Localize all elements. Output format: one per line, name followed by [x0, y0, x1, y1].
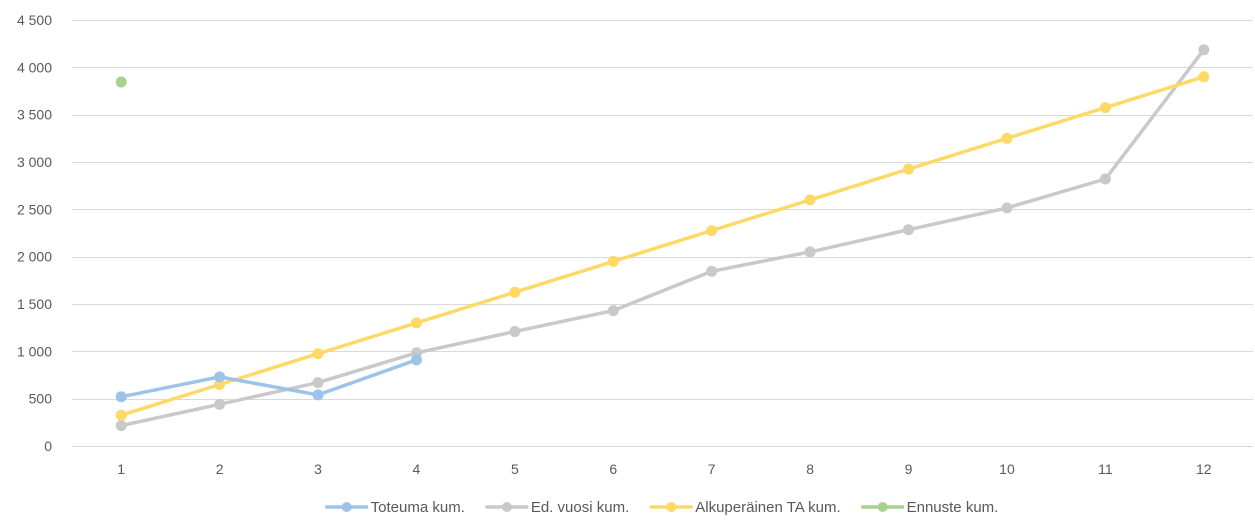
data-point — [707, 226, 717, 236]
series-3 — [116, 77, 126, 87]
data-point — [116, 392, 126, 402]
data-point — [1100, 174, 1110, 184]
legend-item: Ennuste kum. — [863, 499, 999, 516]
x-tick-label: 1 — [117, 461, 125, 477]
x-tick-label: 12 — [1196, 461, 1212, 477]
x-tick-label: 6 — [609, 461, 617, 477]
y-axis-tick-labels: 0 500 1 000 1 500 2 000 2 500 3 000 3 500 4 000 4… — [17, 12, 52, 454]
x-tick-label: 5 — [511, 461, 519, 477]
legend-item: Ed. vuosi kum. — [487, 499, 629, 516]
y-tick-label: 500 — [29, 391, 53, 407]
legend: Toteuma kum. Ed. vuosi kum. Alkuperäinen T… — [327, 499, 999, 516]
data-point — [313, 378, 323, 388]
data-point — [116, 410, 126, 420]
data-point — [412, 318, 422, 328]
legend-swatch-marker — [502, 502, 512, 512]
x-tick-label: 10 — [999, 461, 1015, 477]
legend-label: Ennuste kum. — [907, 499, 999, 516]
data-point — [1100, 103, 1110, 113]
data-point — [805, 195, 815, 205]
data-point — [510, 287, 520, 297]
legend-label: Alkuperäinen TA kum. — [695, 499, 840, 516]
data-point — [707, 266, 717, 276]
data-point — [608, 306, 618, 316]
data-point — [608, 256, 618, 266]
data-point — [313, 390, 323, 400]
y-tick-label: 0 — [44, 438, 52, 454]
x-axis-tick-labels: 1 2 3 4 5 6 7 8 9 10 11 12 — [117, 461, 1211, 477]
data-point — [1199, 45, 1209, 55]
y-tick-label: 1 500 — [17, 296, 52, 312]
data-point — [412, 355, 422, 365]
data-point — [510, 327, 520, 337]
legend-swatch-marker — [666, 502, 676, 512]
x-tick-label: 4 — [413, 461, 421, 477]
legend-label: Toteuma kum. — [371, 499, 465, 516]
data-point — [1002, 133, 1012, 143]
data-point — [904, 225, 914, 235]
y-tick-label: 3 000 — [17, 154, 52, 170]
data-point — [1002, 203, 1012, 213]
legend-item: Alkuperäinen TA kum. — [651, 499, 840, 516]
data-point — [116, 421, 126, 431]
data-point — [116, 77, 126, 87]
x-tick-label: 11 — [1098, 461, 1113, 477]
y-tick-label: 4 500 — [17, 12, 52, 28]
data-point — [904, 164, 914, 174]
x-tick-label: 9 — [905, 461, 913, 477]
y-tick-label: 2 000 — [17, 249, 52, 265]
x-tick-label: 8 — [806, 461, 814, 477]
x-tick-label: 7 — [708, 461, 716, 477]
series-2 — [116, 72, 1209, 420]
legend-item: Toteuma kum. — [327, 499, 465, 516]
series-line — [121, 50, 1204, 426]
y-tick-label: 3 500 — [17, 107, 52, 123]
series-layer — [116, 45, 1209, 431]
data-point — [215, 372, 225, 382]
x-tick-label: 3 — [314, 461, 322, 477]
data-point — [1199, 72, 1209, 82]
x-tick-label: 2 — [216, 461, 224, 477]
y-tick-label: 1 000 — [17, 343, 52, 359]
y-tick-label: 2 500 — [17, 201, 52, 217]
y-tick-label: 4 000 — [17, 59, 52, 75]
series-1 — [116, 45, 1209, 431]
series-line — [121, 77, 1204, 415]
legend-swatch-marker — [342, 502, 352, 512]
data-point — [215, 399, 225, 409]
legend-label: Ed. vuosi kum. — [531, 499, 629, 516]
legend-swatch-marker — [878, 502, 888, 512]
data-point — [313, 349, 323, 359]
data-point — [805, 247, 815, 257]
